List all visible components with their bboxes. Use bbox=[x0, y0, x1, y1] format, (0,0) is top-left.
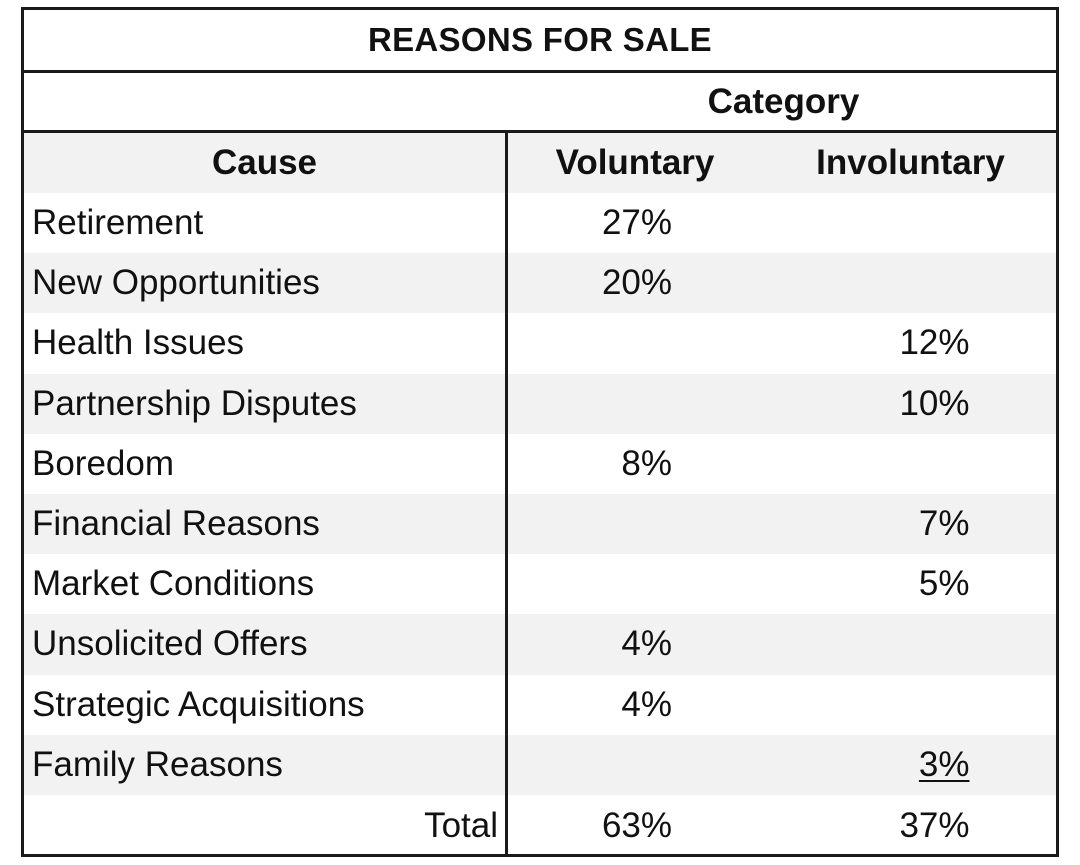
total-label: Total bbox=[424, 805, 498, 845]
involuntary-cell bbox=[762, 193, 1059, 253]
table-row: Market Conditions 5% bbox=[24, 554, 1056, 614]
voluntary-cell: 20% bbox=[508, 253, 762, 313]
involuntary-cell bbox=[762, 614, 1059, 674]
involuntary-value: 7% bbox=[918, 504, 970, 544]
cause-cell: Health Issues bbox=[32, 323, 245, 363]
cause-cell: Market Conditions bbox=[32, 564, 315, 604]
cause-cell: New Opportunities bbox=[32, 263, 320, 303]
voluntary-cell bbox=[508, 735, 762, 795]
column-header-row: Cause Voluntary Involuntary bbox=[24, 133, 1056, 193]
voluntary-cell bbox=[508, 374, 762, 434]
involuntary-value: 5% bbox=[918, 564, 970, 604]
total-voluntary-value: 63% bbox=[601, 805, 672, 845]
involuntary-cell bbox=[762, 434, 1059, 494]
voluntary-cell: 27% bbox=[508, 193, 762, 253]
involuntary-value: 12% bbox=[899, 323, 970, 363]
voluntary-cell bbox=[508, 554, 762, 614]
cause-column-header: Cause bbox=[211, 143, 318, 182]
table-row: Unsolicited Offers 4% bbox=[24, 614, 1059, 675]
category-label: Category bbox=[707, 81, 860, 121]
reasons-for-sale-table: REASONS FOR SALE Category Cause Voluntar… bbox=[21, 7, 1059, 857]
cause-cell: Partnership Disputes bbox=[32, 383, 357, 423]
voluntary-value: 4% bbox=[621, 624, 672, 664]
involuntary-cell: 3% bbox=[762, 735, 1059, 795]
voluntary-value: 20% bbox=[601, 263, 672, 303]
voluntary-column-header: Voluntary bbox=[555, 143, 715, 182]
involuntary-cell: 5% bbox=[762, 554, 1059, 614]
table-row: Strategic Acquisitions 4% bbox=[24, 675, 1056, 735]
total-involuntary-value: 37% bbox=[899, 805, 970, 845]
voluntary-cell: 4% bbox=[508, 675, 762, 735]
voluntary-value: 4% bbox=[621, 684, 672, 724]
cause-cell: Unsolicited Offers bbox=[32, 624, 308, 664]
cause-cell: Retirement bbox=[32, 203, 204, 243]
table-row: Partnership Disputes 10% bbox=[24, 373, 1059, 434]
voluntary-cell: 4% bbox=[508, 614, 762, 674]
voluntary-cell bbox=[508, 494, 762, 554]
total-row: Total 63% 37% bbox=[24, 795, 1056, 856]
involuntary-value: 3% bbox=[918, 744, 970, 784]
involuntary-cell bbox=[762, 253, 1059, 313]
voluntary-value: 8% bbox=[621, 443, 672, 483]
involuntary-column-header: Involuntary bbox=[816, 143, 1005, 182]
total-voluntary-cell: 63% bbox=[508, 795, 762, 856]
involuntary-cell: 7% bbox=[762, 494, 1059, 554]
involuntary-cell bbox=[762, 675, 1059, 735]
involuntary-cell: 10% bbox=[762, 374, 1059, 434]
table-row: New Opportunities 20% bbox=[24, 253, 1059, 314]
cause-cell: Financial Reasons bbox=[32, 504, 320, 544]
involuntary-value: 10% bbox=[899, 383, 970, 423]
table-title: REASONS FOR SALE bbox=[24, 10, 1056, 73]
table-row: Retirement 27% bbox=[24, 193, 1056, 253]
voluntary-cell bbox=[508, 313, 762, 373]
table-row: Boredom 8% bbox=[24, 434, 1056, 494]
voluntary-cell: 8% bbox=[508, 434, 762, 494]
table-row: Family Reasons 3% bbox=[24, 734, 1059, 795]
table-row: Health Issues 12% bbox=[24, 313, 1056, 373]
column-divider bbox=[505, 133, 508, 854]
cause-cell: Family Reasons bbox=[32, 744, 283, 784]
voluntary-value: 27% bbox=[601, 203, 672, 243]
category-header-row: Category bbox=[24, 73, 1056, 133]
cause-cell: Strategic Acquisitions bbox=[32, 684, 365, 724]
cause-cell: Boredom bbox=[32, 443, 175, 483]
involuntary-cell: 12% bbox=[762, 313, 1059, 373]
table-row: Financial Reasons 7% bbox=[24, 494, 1059, 555]
total-involuntary-cell: 37% bbox=[762, 795, 1059, 856]
